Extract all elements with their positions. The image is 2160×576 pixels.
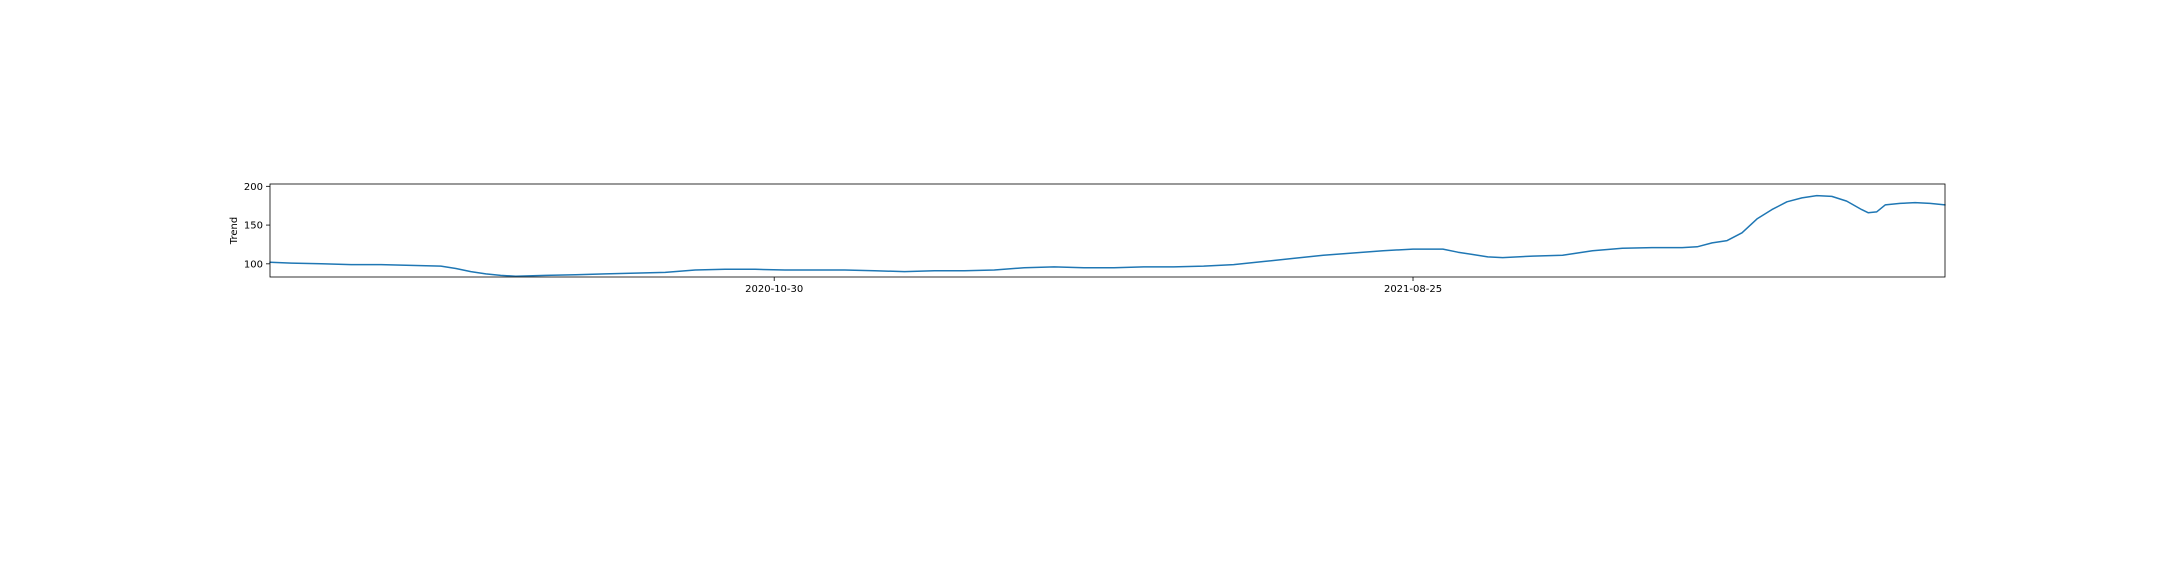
y-axis-ticks: 100 150 200: [244, 182, 270, 270]
series-line-0: [269, 194, 1946, 277]
x-axis-ticks: 2020-10-30 2021-08-25: [745, 277, 1442, 295]
y-axis-label: Trend: [229, 217, 240, 245]
axes-frame: [269, 183, 1946, 278]
plot-area: [269, 194, 1946, 277]
y-tick-label: 150: [244, 221, 263, 232]
y-tick-label: 200: [244, 182, 263, 193]
x-tick-label: 2020-10-30: [745, 284, 803, 295]
y-tick-label: 100: [244, 259, 263, 270]
x-tick-label: 2021-08-25: [1384, 284, 1442, 295]
